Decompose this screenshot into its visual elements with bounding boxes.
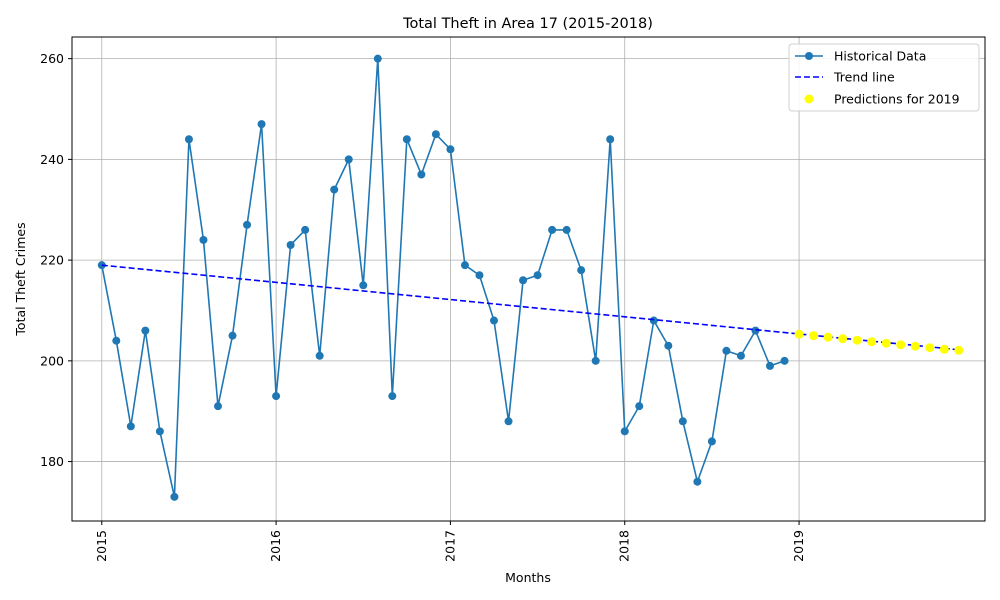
- x-tick-label: 2015: [94, 530, 109, 562]
- y-tick-label: 260: [40, 51, 64, 66]
- axes-frame: [71, 36, 986, 522]
- y-tick-label: 180: [40, 454, 64, 469]
- historical-data-point: [446, 145, 455, 154]
- historical-data-point: [344, 155, 353, 164]
- historical-data-point: [751, 326, 760, 335]
- prediction-point: [896, 340, 906, 350]
- prediction-point: [881, 338, 891, 348]
- historical-data-point: [460, 261, 469, 270]
- chart-title: Total Theft in Area 17 (2015-2018): [402, 16, 653, 32]
- legend: Historical Data Trend line Predictions for…: [788, 43, 980, 112]
- historical-data-point: [359, 281, 368, 290]
- historical-data-point: [213, 402, 222, 411]
- historical-data-point: [170, 492, 179, 501]
- y-axis-label: Total Theft Crimes: [13, 222, 28, 336]
- x-tick-label: 2018: [617, 530, 632, 562]
- historical-data-point: [184, 135, 193, 144]
- prediction-point: [954, 345, 964, 355]
- y-tick-label: 200: [40, 353, 64, 368]
- historical-data-point: [257, 120, 266, 129]
- historical-data-point: [693, 477, 702, 486]
- prediction-point: [823, 332, 833, 342]
- historical-data-point: [199, 235, 208, 244]
- y-axis: 180 200 220 240 260: [40, 51, 72, 469]
- historical-data-point: [736, 351, 745, 360]
- historical-data-line: [100, 58, 785, 497]
- legend-label-historical: Historical Data: [834, 49, 926, 64]
- prediction-point: [910, 341, 920, 351]
- legend-label-trend: Trend line: [833, 70, 895, 85]
- legend-marker-predictions: [804, 94, 814, 104]
- historical-data-point: [635, 402, 644, 411]
- historical-data-point: [519, 276, 528, 285]
- historical-data-point: [577, 266, 586, 275]
- historical-data-point: [620, 427, 629, 436]
- historical-data-point: [315, 351, 324, 360]
- historical-data-point: [664, 341, 673, 350]
- prediction-point: [925, 343, 935, 353]
- historical-data-point: [402, 135, 411, 144]
- historical-data-point: [678, 417, 687, 426]
- historical-data-point: [722, 346, 731, 355]
- historical-data-point: [489, 316, 498, 325]
- historical-data-point: [228, 331, 237, 340]
- y-tick-label: 240: [40, 152, 64, 167]
- historical-data-point: [272, 392, 281, 401]
- historical-data-point: [562, 225, 571, 234]
- x-tick-label: 2017: [442, 530, 457, 562]
- legend-marker-historical: [805, 52, 813, 60]
- historical-data-point: [548, 225, 557, 234]
- plot-area: [97, 54, 964, 501]
- legend-box: [788, 43, 980, 112]
- historical-data-point: [141, 326, 150, 335]
- historical-data-point: [126, 422, 135, 431]
- historical-data-point: [707, 437, 716, 446]
- historical-data-point: [431, 130, 440, 139]
- x-tick-label: 2016: [268, 530, 283, 562]
- prediction-point: [852, 335, 862, 345]
- historical-data-point: [591, 356, 600, 365]
- prediction-point: [809, 331, 819, 341]
- historical-data-point: [155, 427, 164, 436]
- prediction-point: [838, 334, 848, 344]
- prediction-point: [794, 329, 804, 339]
- historical-data-point: [475, 271, 484, 280]
- historical-data-point: [533, 271, 542, 280]
- historical-data-point: [780, 356, 789, 365]
- x-tick-label: 2019: [791, 530, 806, 562]
- historical-data-point: [766, 361, 775, 370]
- historical-data-point: [286, 241, 295, 250]
- historical-data-point: [112, 336, 121, 345]
- x-axis: 2015 2016 2017 2018 2019: [94, 521, 806, 562]
- prediction-point: [939, 344, 949, 354]
- historical-data-point: [606, 135, 615, 144]
- historical-data-point: [330, 185, 339, 194]
- historical-data-point: [649, 316, 658, 325]
- x-axis-label: Months: [505, 570, 551, 585]
- historical-data-point: [388, 392, 397, 401]
- prediction-point: [867, 337, 877, 347]
- y-tick-label: 220: [40, 253, 64, 268]
- historical-data-point: [373, 54, 382, 63]
- historical-data-point: [417, 170, 426, 179]
- historical-data-point: [504, 417, 513, 426]
- legend-label-predictions: Predictions for 2019: [834, 92, 960, 107]
- historical-data-point: [301, 225, 310, 234]
- historical-data-point: [243, 220, 252, 229]
